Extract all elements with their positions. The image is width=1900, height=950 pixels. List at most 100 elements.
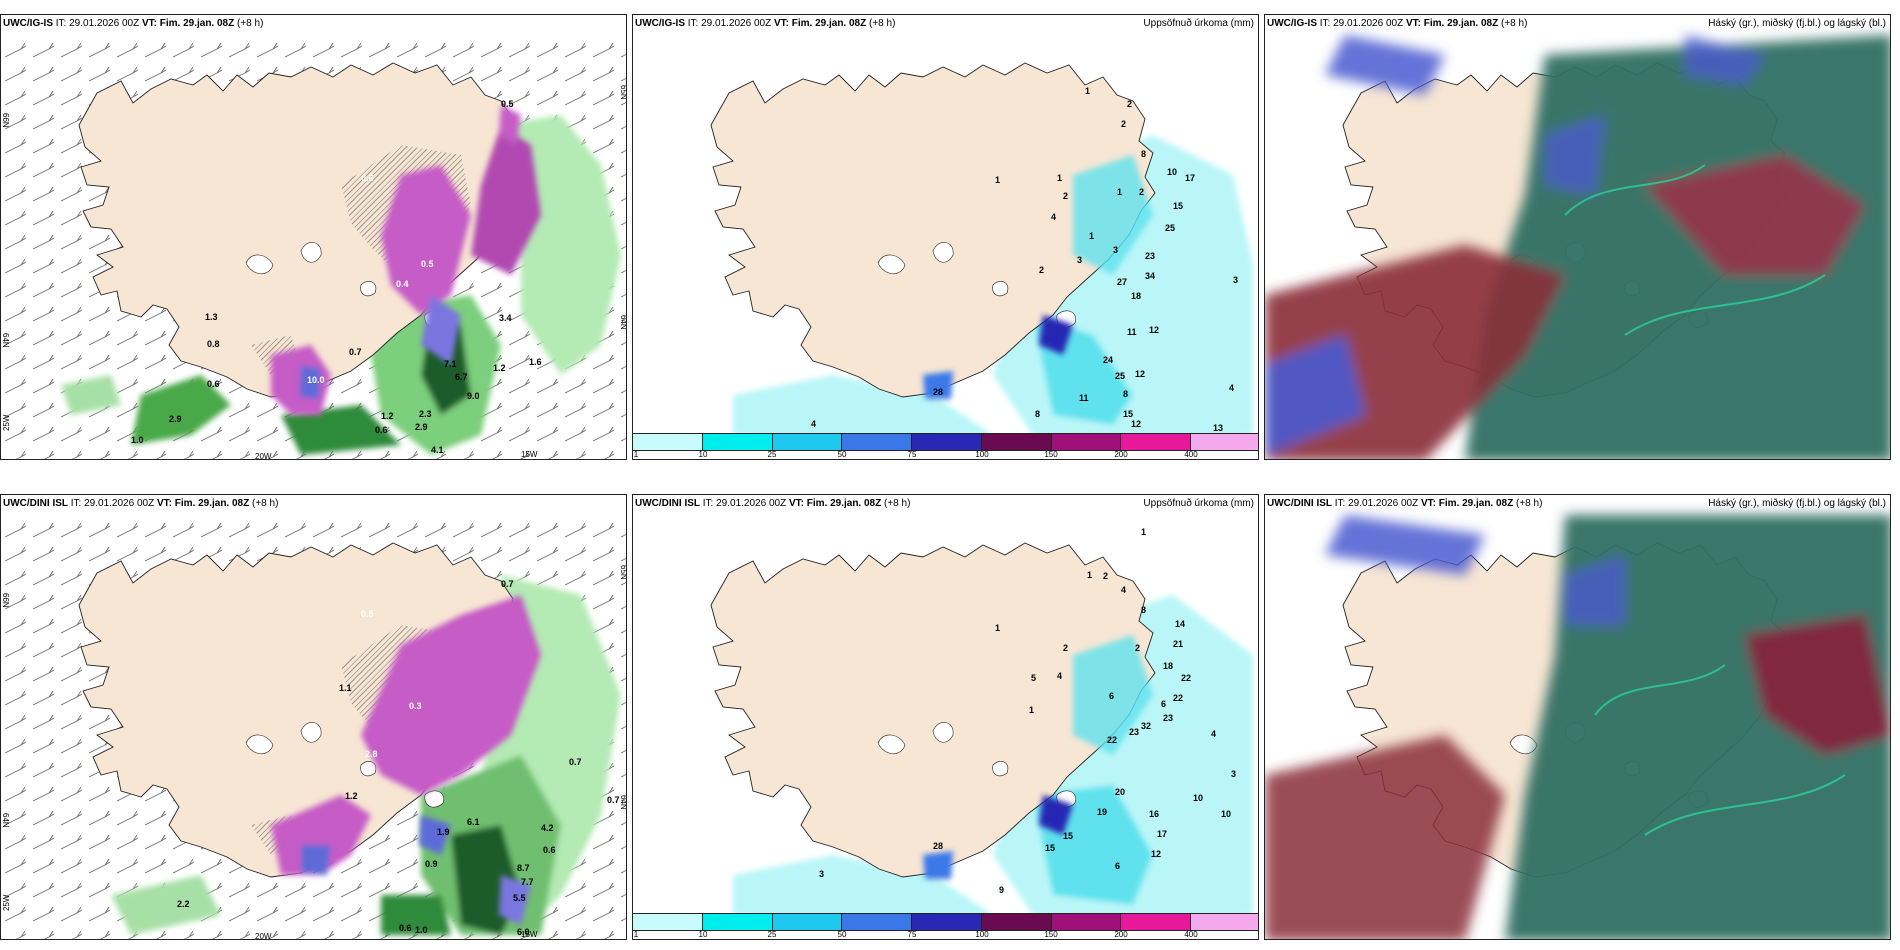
svg-text:18: 18 — [1163, 661, 1173, 671]
svg-text:4: 4 — [1229, 383, 1234, 393]
svg-text:4: 4 — [1211, 729, 1216, 739]
colorbar-tick: 75 — [907, 930, 917, 939]
svg-text:2: 2 — [1063, 191, 1068, 201]
svg-text:0.7: 0.7 — [501, 579, 514, 589]
svg-text:6.0: 6.0 — [517, 927, 530, 937]
svg-text:34: 34 — [1145, 271, 1155, 281]
svg-text:1: 1 — [1141, 527, 1146, 537]
svg-text:3: 3 — [1233, 275, 1238, 285]
svg-text:2.3: 2.3 — [419, 409, 432, 419]
precip-wind-map: 66N 64N 65N 64N 25W 20W 15W 0.5 0.6 0.5 … — [1, 37, 626, 460]
svg-text:2: 2 — [1127, 99, 1132, 109]
svg-text:0.7: 0.7 — [607, 795, 620, 805]
lat-label: 65N — [619, 565, 627, 580]
svg-text:2: 2 — [1063, 643, 1068, 653]
lat-label: 64N — [1, 333, 10, 348]
colorbar-swatch — [981, 914, 1052, 930]
colorbar-swatch — [772, 914, 843, 930]
svg-text:15: 15 — [1045, 843, 1055, 853]
svg-text:1.0: 1.0 — [415, 925, 428, 935]
lat-label: 66N — [1, 593, 10, 608]
svg-text:4: 4 — [811, 419, 816, 429]
lat-label: 66N — [1, 113, 10, 128]
accumulated-precip-map: 1 1 2 1 4 8 2 2 4 6 6 14 21 18 22 23 22 … — [710, 527, 1259, 940]
panel-title: UWC/DINI ISL IT: 29.01.2026 00Z VT: Fim.… — [1267, 498, 1543, 509]
svg-text:10.0: 10.0 — [307, 375, 325, 385]
colorbar-swatch — [1051, 434, 1122, 450]
svg-text:8: 8 — [1123, 389, 1128, 399]
svg-text:25: 25 — [1165, 223, 1175, 233]
svg-text:15: 15 — [1123, 409, 1133, 419]
panel-title: UWC/IG-IS IT: 29.01.2026 00Z VT: Fim. 29… — [1267, 18, 1528, 29]
svg-text:0.6: 0.6 — [399, 923, 412, 933]
precip-colorbar: 1 10 25 50 75 100 150 200 400 — [633, 913, 1258, 939]
panel-subtitle: Háský (gr.), miðský (fj.bl.) og lágský (… — [1708, 18, 1886, 29]
colorbar-swatch — [772, 434, 843, 450]
svg-text:2: 2 — [1135, 643, 1140, 653]
cloud-cover-map — [1265, 495, 1891, 940]
svg-text:6.7: 6.7 — [455, 372, 468, 382]
colorbar-tick: 25 — [767, 930, 777, 939]
svg-text:2: 2 — [1103, 571, 1108, 581]
colorbar-swatch — [842, 914, 913, 930]
svg-text:2.9: 2.9 — [169, 414, 182, 424]
svg-text:16: 16 — [1149, 809, 1159, 819]
panel-ig-is-cloud-cover: UWC/IG-IS IT: 29.01.2026 00Z VT: Fim. 29… — [1264, 14, 1891, 460]
lon-label: 25W — [2, 414, 11, 431]
svg-text:3.4: 3.4 — [499, 313, 512, 323]
lon-label: 15W — [521, 930, 538, 939]
panel-dini-isl-accumulated-precip: UWC/DINI ISL IT: 29.01.2026 00Z VT: Fim.… — [632, 494, 1259, 940]
svg-text:12: 12 — [1149, 325, 1159, 335]
panel-subtitle: Uppsöfnuð úrkoma (mm) — [1143, 498, 1254, 509]
svg-text:27: 27 — [1117, 277, 1127, 287]
svg-text:28: 28 — [933, 387, 943, 397]
svg-text:15: 15 — [1173, 201, 1183, 211]
svg-text:19: 19 — [1097, 807, 1107, 817]
colorbar-tick: 1 — [633, 930, 639, 939]
panel-ig-is-accumulated-precip: UWC/IG-IS IT: 29.01.2026 00Z VT: Fim. 29… — [632, 14, 1259, 460]
colorbar-tick: 400 — [1184, 930, 1198, 939]
colorbar-tick: 150 — [1044, 930, 1058, 939]
lon-label: 20W — [255, 452, 272, 460]
svg-text:6: 6 — [1115, 861, 1120, 871]
svg-text:4: 4 — [1121, 585, 1126, 595]
svg-text:0.5: 0.5 — [421, 259, 434, 269]
svg-text:6.1: 6.1 — [467, 817, 480, 827]
colorbar-swatch — [1121, 434, 1192, 450]
svg-text:32: 32 — [1141, 721, 1151, 731]
svg-text:1.2: 1.2 — [493, 363, 506, 373]
colorbar-swatch — [1051, 914, 1122, 930]
svg-text:11: 11 — [1127, 327, 1137, 337]
svg-text:0.7: 0.7 — [569, 757, 582, 767]
svg-text:12: 12 — [1135, 369, 1145, 379]
panel-subtitle: Háský (gr.), miðský (fj.bl.) og lágský (… — [1708, 498, 1886, 509]
colorbar-tick: 100 — [975, 450, 989, 459]
panel-ig-is-precip-wind: UWC/IG-IS IT: 29.01.2026 00Z VT: Fim. 29… — [0, 14, 627, 460]
colorbar-swatch — [1191, 434, 1258, 450]
colorbar-swatch — [912, 434, 982, 450]
svg-text:2: 2 — [1039, 265, 1044, 275]
accumulated-precip-map: 1 2 2 8 1 1 2 4 1 1 2 3 3 23 34 18 27 2 … — [710, 62, 1259, 460]
svg-text:1: 1 — [1089, 231, 1094, 241]
svg-text:12: 12 — [1131, 419, 1141, 429]
svg-text:9.0: 9.0 — [467, 391, 480, 401]
precip-wind-map: 66N 64N 65N 64N 25W 20W 15W 0.7 0.5 0.3 … — [1, 517, 627, 940]
lon-label: 20W — [255, 932, 272, 940]
svg-text:3: 3 — [1113, 245, 1118, 255]
svg-text:1.2: 1.2 — [345, 791, 358, 801]
svg-text:0.6: 0.6 — [543, 845, 556, 855]
svg-text:0.7: 0.7 — [349, 347, 362, 357]
colorbar-tick: 200 — [1114, 930, 1128, 939]
svg-text:1.0: 1.0 — [131, 435, 144, 445]
svg-text:28: 28 — [933, 841, 943, 851]
svg-text:1.1: 1.1 — [339, 683, 352, 693]
svg-text:0.9: 0.9 — [425, 859, 438, 869]
svg-text:18: 18 — [1131, 291, 1141, 301]
svg-text:0.8: 0.8 — [207, 339, 220, 349]
svg-text:3: 3 — [1077, 255, 1082, 265]
colorbar-swatch — [842, 434, 913, 450]
svg-text:21: 21 — [1173, 639, 1183, 649]
colorbar-swatch — [981, 434, 1052, 450]
svg-text:10: 10 — [1167, 167, 1177, 177]
lat-label: 64N — [619, 795, 627, 810]
